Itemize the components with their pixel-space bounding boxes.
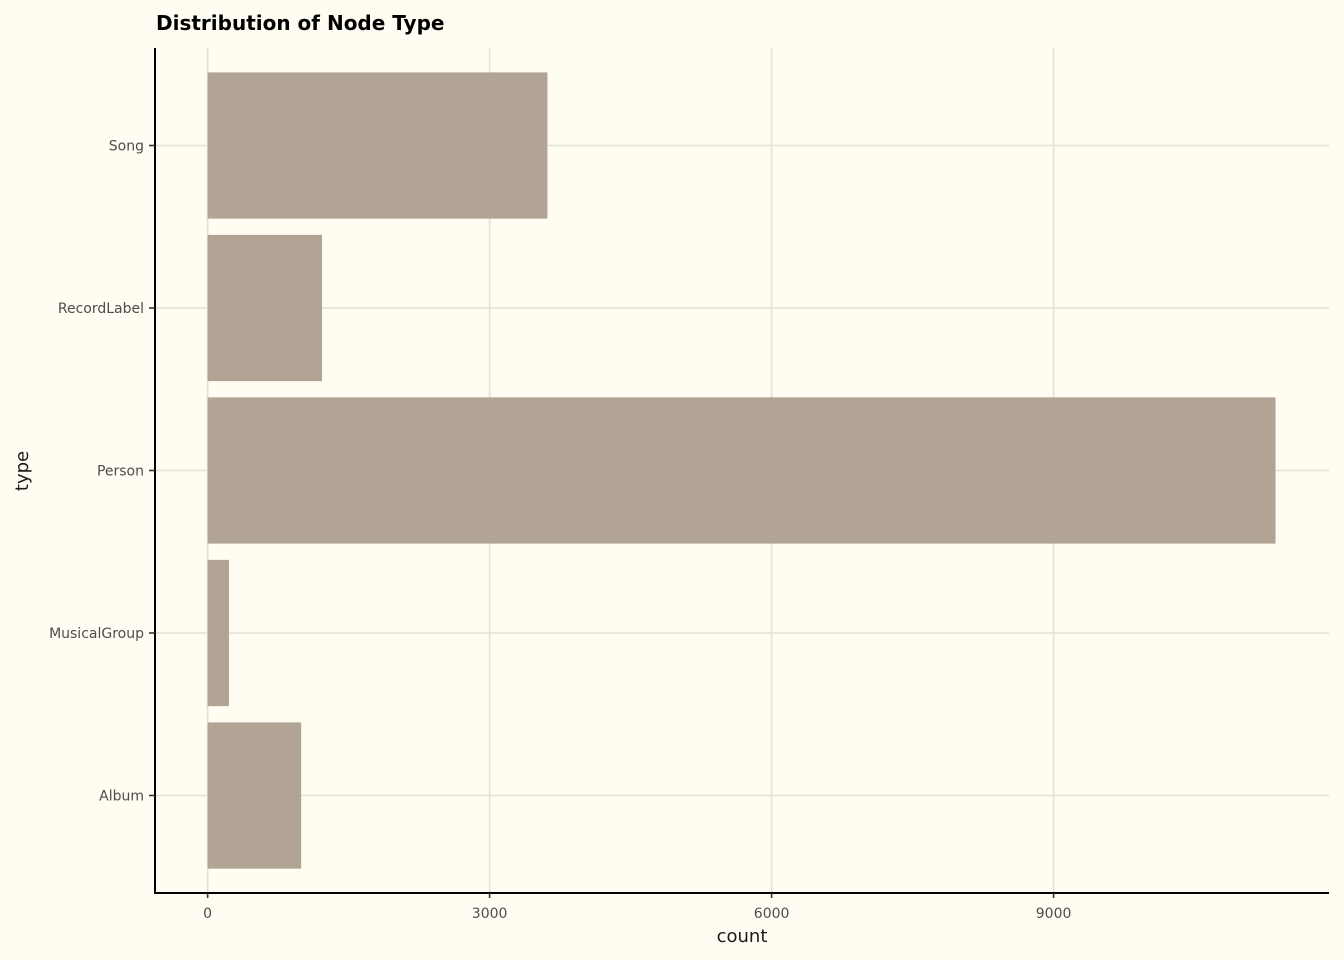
bar-layer — [207, 72, 1276, 869]
x-tick-label: 3000 — [472, 906, 508, 922]
y-tick-label: Song — [109, 139, 144, 155]
x-tick-label: 0 — [203, 906, 212, 922]
y-tick-label: MusicalGroup — [49, 626, 144, 642]
y-tick-label: Person — [97, 464, 144, 480]
bar-recordlabel — [207, 234, 323, 382]
y-tick-label: RecordLabel — [58, 301, 144, 317]
x-tick-label: 9000 — [1036, 906, 1072, 922]
bar-musicalgroup — [207, 559, 229, 707]
bar-song — [207, 72, 548, 219]
bar-person — [207, 397, 1276, 544]
y-tick-label: Album — [99, 789, 144, 805]
x-axis-title: count — [717, 926, 768, 947]
x-tick-label: 6000 — [754, 906, 790, 922]
tick-layer: 0 3000 6000 9000 Album MusicalGroup Person Reco… — [49, 139, 1071, 923]
y-axis-title: type — [12, 451, 33, 491]
chart-title: Distribution of Node Type — [156, 11, 444, 35]
bar-album — [207, 722, 302, 869]
